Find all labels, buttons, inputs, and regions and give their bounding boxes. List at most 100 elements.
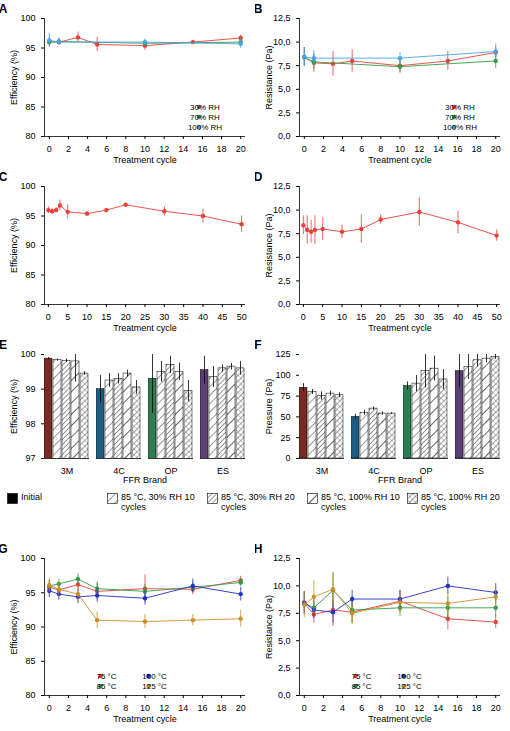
svg-text:15: 15	[101, 312, 111, 322]
svg-text:7,5: 7,5	[278, 61, 291, 71]
svg-text:Treatment cycle: Treatment cycle	[113, 155, 177, 165]
svg-text:F: F	[255, 338, 262, 352]
svg-text:100% RH: 100% RH	[188, 123, 222, 132]
svg-text:90: 90	[25, 622, 35, 632]
svg-text:E: E	[0, 338, 7, 352]
svg-text:20: 20	[121, 312, 131, 322]
svg-text:10: 10	[395, 703, 405, 713]
svg-text:20: 20	[236, 703, 246, 713]
svg-text:8: 8	[123, 703, 128, 713]
svg-text:10: 10	[395, 144, 405, 154]
svg-text:Resistance (Pa): Resistance (Pa)	[264, 45, 274, 109]
svg-text:6: 6	[104, 144, 109, 154]
svg-text:85: 85	[25, 270, 35, 280]
svg-text:40: 40	[453, 312, 463, 322]
svg-text:0,0: 0,0	[278, 299, 291, 309]
svg-text:18: 18	[472, 144, 482, 154]
svg-text:35: 35	[179, 312, 189, 322]
svg-text:95: 95	[25, 588, 35, 598]
svg-text:50: 50	[492, 312, 502, 322]
svg-text:Efficiency (%): Efficiency (%)	[9, 218, 19, 273]
svg-text:100: 100	[20, 553, 35, 563]
svg-text:10,0: 10,0	[273, 581, 291, 591]
svg-text:Resistance (Pa): Resistance (Pa)	[264, 595, 274, 659]
svg-text:0: 0	[301, 312, 306, 322]
svg-text:125 °C: 125 °C	[142, 682, 167, 691]
svg-text:FFR Brand: FFR Brand	[123, 475, 167, 485]
svg-text:2: 2	[66, 703, 71, 713]
svg-text:90: 90	[25, 72, 35, 82]
svg-text:2: 2	[66, 144, 71, 154]
svg-text:10: 10	[82, 312, 92, 322]
svg-text:30: 30	[414, 312, 424, 322]
svg-text:100: 100	[20, 181, 35, 191]
svg-text:25: 25	[395, 312, 405, 322]
svg-text:100 °C: 100 °C	[142, 672, 167, 681]
svg-text:H: H	[255, 542, 262, 556]
svg-text:75: 75	[280, 391, 290, 401]
svg-text:75 °C: 75 °C	[96, 672, 116, 681]
svg-text:99: 99	[25, 384, 35, 394]
svg-text:2,5: 2,5	[278, 276, 291, 286]
svg-text:0: 0	[285, 453, 290, 463]
svg-text:30: 30	[159, 312, 169, 322]
svg-text:85: 85	[25, 102, 35, 112]
svg-text:125: 125	[275, 349, 290, 359]
svg-text:10,0: 10,0	[273, 37, 291, 47]
svg-text:Efficiency (%): Efficiency (%)	[9, 379, 19, 434]
svg-text:4: 4	[85, 144, 90, 154]
svg-text:20: 20	[491, 144, 501, 154]
svg-text:30% RH: 30% RH	[445, 103, 475, 112]
svg-text:6: 6	[359, 703, 364, 713]
svg-text:2,5: 2,5	[278, 663, 291, 673]
svg-text:40: 40	[198, 312, 208, 322]
svg-text:10: 10	[337, 312, 347, 322]
svg-text:16: 16	[197, 703, 207, 713]
svg-text:18: 18	[217, 703, 227, 713]
svg-text:Treatment cycle: Treatment cycle	[113, 323, 177, 333]
svg-text:8: 8	[378, 144, 383, 154]
svg-text:ES: ES	[217, 466, 229, 476]
svg-text:16: 16	[197, 144, 207, 154]
svg-text:75 °C: 75 °C	[351, 672, 371, 681]
svg-text:B: B	[255, 2, 263, 16]
svg-text:20: 20	[376, 312, 386, 322]
svg-text:16: 16	[452, 144, 462, 154]
svg-text:90: 90	[25, 240, 35, 250]
svg-text:10: 10	[140, 703, 150, 713]
svg-text:8: 8	[123, 144, 128, 154]
svg-text:70% RH: 70% RH	[445, 113, 475, 122]
svg-text:97: 97	[25, 453, 35, 463]
svg-text:7,5: 7,5	[278, 608, 291, 618]
svg-text:2,5: 2,5	[278, 108, 291, 118]
svg-text:8: 8	[378, 703, 383, 713]
svg-text:12: 12	[414, 144, 424, 154]
svg-text:6: 6	[359, 144, 364, 154]
svg-text:25: 25	[280, 433, 290, 443]
svg-text:80: 80	[25, 690, 35, 700]
svg-text:100% RH: 100% RH	[443, 123, 477, 132]
svg-text:12,5: 12,5	[273, 553, 291, 563]
svg-text:85 °C: 85 °C	[351, 682, 371, 691]
svg-text:25: 25	[140, 312, 150, 322]
svg-text:A: A	[0, 2, 8, 16]
svg-text:0: 0	[47, 144, 52, 154]
svg-text:3M: 3M	[316, 466, 329, 476]
svg-text:12,5: 12,5	[273, 181, 291, 191]
svg-text:0: 0	[47, 703, 52, 713]
svg-text:16: 16	[452, 703, 462, 713]
svg-text:12,5: 12,5	[273, 13, 291, 23]
svg-text:100: 100	[275, 370, 290, 380]
svg-text:0,0: 0,0	[278, 690, 291, 700]
svg-text:4: 4	[340, 144, 345, 154]
svg-text:5,0: 5,0	[278, 84, 291, 94]
svg-text:2: 2	[321, 144, 326, 154]
svg-text:G: G	[0, 542, 8, 556]
svg-text:5: 5	[65, 312, 70, 322]
svg-text:80: 80	[25, 299, 35, 309]
svg-text:D: D	[255, 170, 263, 184]
svg-text:FFR Brand: FFR Brand	[378, 475, 422, 485]
svg-text:35: 35	[434, 312, 444, 322]
svg-text:5,0: 5,0	[278, 252, 291, 262]
svg-text:0,0: 0,0	[278, 131, 291, 141]
